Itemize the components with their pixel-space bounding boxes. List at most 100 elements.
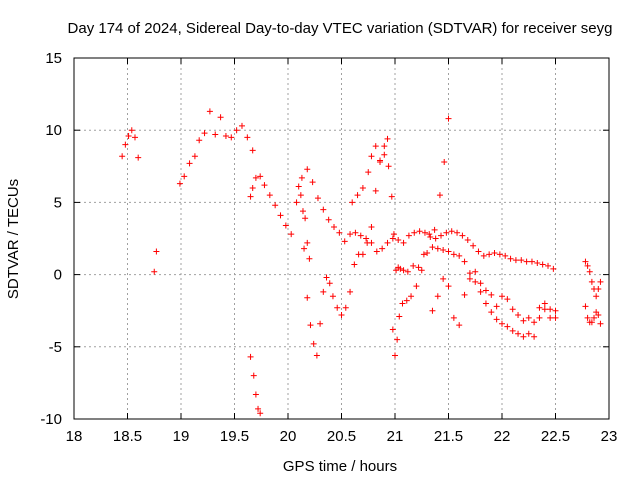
data-point (440, 247, 447, 254)
data-point (520, 317, 527, 324)
data-point (426, 231, 433, 238)
data-point (454, 229, 461, 236)
data-point (388, 193, 395, 200)
data-point (277, 212, 284, 219)
data-point (282, 222, 289, 229)
data-point (550, 265, 557, 272)
data-point (372, 187, 379, 194)
data-point (459, 232, 466, 239)
data-point (326, 280, 333, 287)
data-point (520, 333, 527, 340)
data-point (477, 288, 484, 295)
data-point (461, 258, 468, 265)
data-point (301, 245, 308, 252)
series-s4 (247, 166, 557, 272)
data-point (252, 174, 259, 181)
data-point (491, 249, 498, 256)
data-point (304, 239, 311, 246)
data-point (206, 108, 213, 115)
data-point (381, 143, 388, 150)
data-point (404, 268, 411, 275)
data-point (351, 261, 358, 268)
data-point (586, 268, 593, 275)
data-point (496, 251, 503, 258)
data-point (410, 262, 417, 269)
data-point (413, 283, 420, 290)
data-point (488, 291, 495, 298)
data-point (396, 313, 403, 320)
data-point (405, 232, 412, 239)
data-point (320, 206, 327, 213)
data-point (249, 184, 256, 191)
data-point (384, 239, 391, 246)
x-tick-labels: 18 18.5 19 19.5 20 20.5 21 21.5 22 22.5 23 (66, 428, 618, 445)
y-tick-label: 5 (54, 194, 62, 211)
data-point (424, 249, 431, 256)
data-point (445, 115, 452, 122)
data-point (528, 258, 535, 265)
data-point (466, 275, 473, 282)
y-tick-label: -10 (40, 411, 62, 428)
data-point (515, 330, 522, 337)
data-point (272, 202, 279, 209)
data-point (534, 260, 541, 267)
data-point (472, 278, 479, 285)
data-point (461, 291, 468, 298)
data-point (552, 307, 559, 314)
data-point (584, 314, 591, 321)
data-point (470, 242, 477, 249)
series-s10 (429, 268, 559, 340)
series-s11 (582, 258, 604, 300)
data-point (122, 141, 129, 148)
data-point (304, 166, 311, 173)
data-point (288, 231, 295, 238)
data-point (415, 264, 422, 271)
x-tick-label: 20.5 (327, 428, 356, 445)
x-tick-label: 21.5 (434, 428, 463, 445)
data-point (536, 314, 543, 321)
data-point (595, 312, 602, 319)
x-tick-label: 19.5 (220, 428, 249, 445)
data-point (384, 135, 391, 142)
data-point (261, 182, 268, 189)
data-point (400, 267, 407, 274)
axis-ticks (73, 57, 610, 420)
data-point (395, 236, 402, 243)
data-point (456, 322, 463, 329)
y-tick-label: 15 (45, 50, 62, 67)
data-point (434, 293, 441, 300)
data-point (359, 184, 366, 191)
data-point (588, 278, 595, 285)
data-point (450, 314, 457, 321)
data-point (341, 238, 348, 245)
data-point (153, 248, 160, 255)
data-point (400, 239, 407, 246)
data-point (363, 235, 370, 242)
data-point (464, 236, 471, 243)
data-point (293, 199, 300, 206)
data-point (411, 229, 418, 236)
data-points (119, 108, 604, 417)
y-tick-label: -5 (49, 339, 62, 356)
data-point (357, 232, 364, 239)
data-point (389, 326, 396, 333)
data-point (512, 257, 519, 264)
data-point (323, 274, 330, 281)
data-point (509, 306, 516, 313)
y-tick-labels: -10 -5 0 5 10 15 (40, 50, 62, 428)
data-point (541, 306, 548, 313)
data-point (552, 314, 559, 321)
data-point (377, 158, 384, 165)
y-tick-label: 0 (54, 267, 62, 284)
data-point (421, 229, 428, 236)
data-point (545, 262, 552, 269)
x-tick-label: 21 (387, 428, 404, 445)
data-point (244, 134, 251, 141)
data-point (502, 252, 509, 259)
x-tick-label: 22.5 (541, 428, 570, 445)
series-s12 (582, 303, 604, 327)
data-point (238, 122, 245, 129)
data-point (128, 127, 135, 134)
